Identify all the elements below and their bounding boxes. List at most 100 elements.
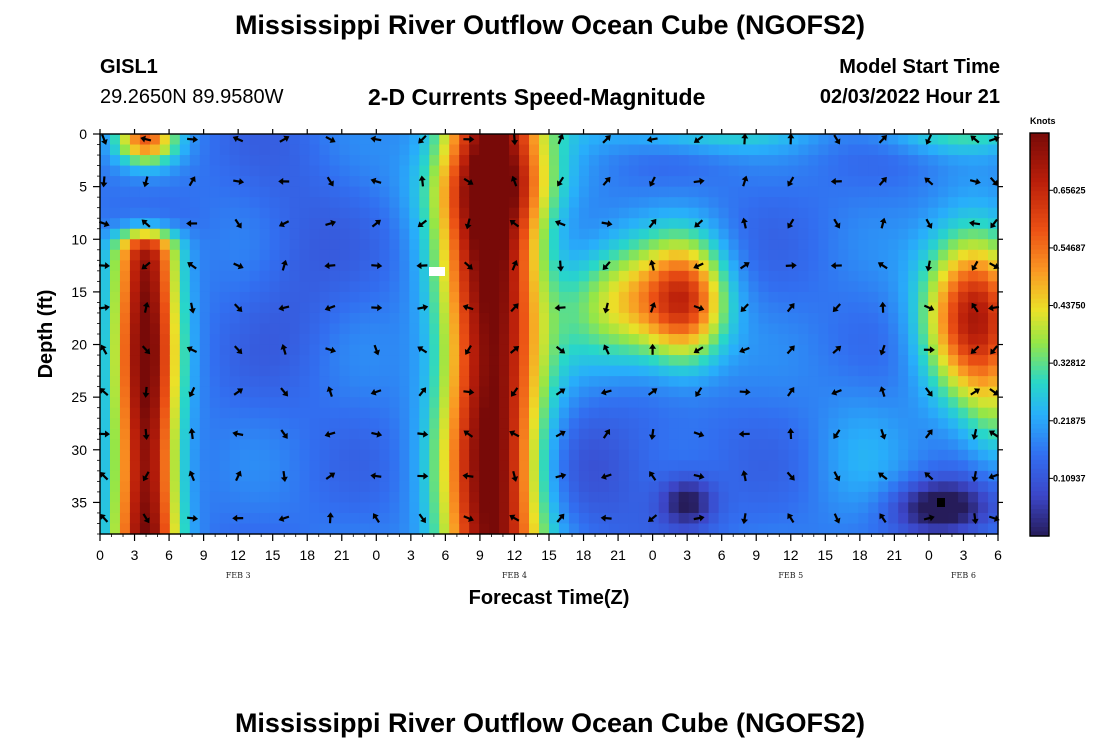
heatmap-cell bbox=[558, 228, 570, 240]
heatmap-cell bbox=[618, 491, 630, 504]
heatmap-cell bbox=[678, 407, 690, 419]
heatmap-cell bbox=[568, 344, 580, 356]
heatmap-cell bbox=[988, 502, 999, 514]
heatmap-cell bbox=[139, 312, 151, 325]
heatmap-cell bbox=[269, 344, 281, 356]
heatmap-cell bbox=[748, 302, 760, 314]
heatmap-cell bbox=[908, 218, 919, 230]
heatmap-cell bbox=[549, 281, 560, 293]
heatmap-cell bbox=[878, 491, 889, 504]
colorbar-cell bbox=[1030, 133, 1049, 139]
current-arrow bbox=[787, 133, 795, 145]
heatmap-cell bbox=[389, 207, 400, 219]
heatmap-cell bbox=[678, 312, 690, 325]
heatmap-cell bbox=[289, 228, 301, 240]
heatmap-cell bbox=[848, 176, 859, 188]
heatmap-cell bbox=[948, 344, 959, 356]
current-arrow bbox=[280, 387, 289, 397]
heatmap-cell bbox=[578, 239, 590, 251]
heatmap-cell bbox=[249, 134, 261, 146]
heatmap-cell bbox=[678, 418, 690, 430]
heatmap-cell bbox=[928, 312, 939, 325]
heatmap-cell bbox=[758, 281, 770, 293]
heatmap-cell bbox=[249, 386, 261, 398]
heatmap-cell bbox=[319, 481, 331, 493]
heatmap-cell bbox=[798, 512, 810, 525]
heatmap-cell bbox=[968, 249, 979, 261]
current-arrow bbox=[924, 177, 934, 186]
heatmap-cell bbox=[419, 355, 430, 367]
heatmap-cell bbox=[119, 334, 131, 346]
heatmap-cell bbox=[219, 376, 231, 388]
heatmap-cell bbox=[349, 344, 361, 356]
heatmap-cell bbox=[678, 502, 690, 514]
heatmap-cell bbox=[908, 228, 919, 240]
heatmap-cell bbox=[878, 502, 889, 514]
heatmap-cell bbox=[309, 207, 321, 219]
heatmap-cell bbox=[389, 281, 400, 293]
heatmap-cell bbox=[469, 428, 480, 440]
heatmap-cell bbox=[449, 449, 460, 461]
heatmap-cell bbox=[229, 155, 241, 167]
current-arrow bbox=[417, 219, 428, 228]
heatmap-cell bbox=[379, 491, 390, 504]
heatmap-cell bbox=[439, 270, 450, 282]
heatmap-cell bbox=[678, 491, 690, 504]
heatmap-cell bbox=[658, 376, 670, 388]
heatmap-cell bbox=[139, 376, 151, 388]
heatmap-cell bbox=[429, 407, 440, 419]
heatmap-cell bbox=[668, 134, 680, 146]
current-arrow bbox=[188, 302, 196, 314]
heatmap-cell bbox=[519, 418, 530, 430]
heatmap-cell bbox=[419, 207, 430, 219]
heatmap-cell bbox=[748, 197, 760, 209]
heatmap-cell bbox=[369, 512, 380, 525]
heatmap-cell bbox=[988, 270, 999, 282]
heatmap-cell bbox=[409, 418, 420, 430]
heatmap-cell bbox=[139, 207, 151, 219]
heatmap-cell bbox=[988, 449, 999, 461]
heatmap-cell bbox=[389, 249, 400, 261]
heatmap-cell bbox=[718, 523, 730, 535]
heatmap-cell bbox=[109, 270, 121, 282]
heatmap-cell bbox=[429, 218, 440, 230]
heatmap-cell bbox=[588, 144, 600, 156]
heatmap-cell bbox=[349, 323, 361, 335]
heatmap-cell bbox=[109, 228, 121, 240]
heatmap-cell bbox=[379, 176, 390, 188]
heatmap-cell bbox=[748, 165, 760, 177]
heatmap-cell bbox=[728, 491, 740, 504]
heatmap-cell bbox=[668, 481, 680, 493]
heatmap-cell bbox=[519, 344, 530, 356]
heatmap-cell bbox=[908, 397, 919, 409]
heatmap-cell bbox=[299, 218, 311, 230]
heatmap-cell bbox=[259, 428, 271, 440]
heatmap-cell bbox=[359, 249, 370, 261]
heatmap-cell bbox=[798, 460, 810, 472]
heatmap-cell bbox=[618, 386, 630, 398]
heatmap-cell bbox=[489, 418, 500, 430]
heatmap-cell bbox=[549, 176, 560, 188]
heatmap-cell bbox=[848, 355, 859, 367]
heatmap-cell bbox=[988, 418, 999, 430]
heatmap-cell bbox=[638, 386, 650, 398]
heatmap-cell bbox=[758, 291, 770, 304]
heatmap-cell bbox=[189, 355, 201, 367]
colorbar-cell bbox=[1030, 419, 1049, 425]
heatmap-cell bbox=[958, 376, 969, 388]
x-tick-label: 0 bbox=[925, 547, 933, 563]
heatmap-cell bbox=[429, 344, 440, 356]
heatmap-cell bbox=[608, 376, 620, 388]
heatmap-cell bbox=[409, 355, 420, 367]
heatmap-cell bbox=[409, 323, 420, 335]
heatmap-cell bbox=[818, 334, 829, 346]
heatmap-cell bbox=[878, 312, 889, 325]
heatmap-cell bbox=[519, 323, 530, 335]
heatmap-cell bbox=[768, 460, 780, 472]
heatmap-cell bbox=[389, 397, 400, 409]
heatmap-cell bbox=[389, 407, 400, 419]
heatmap-cell bbox=[479, 207, 490, 219]
heatmap-cell bbox=[429, 481, 440, 493]
heatmap-cell bbox=[359, 291, 370, 304]
heatmap-cell bbox=[249, 260, 261, 272]
